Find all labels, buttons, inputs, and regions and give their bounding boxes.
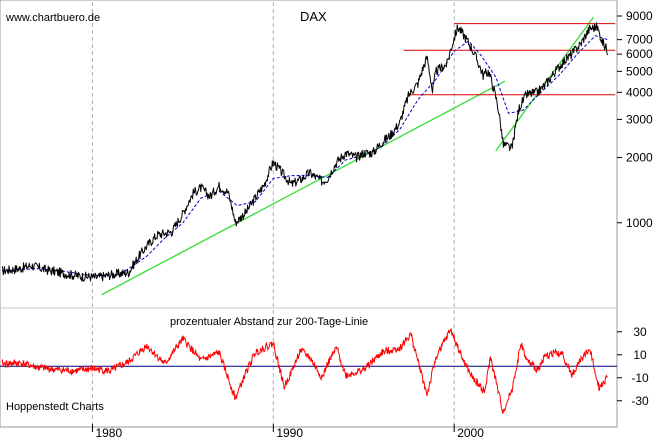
y-tick-label-9000: 9000 bbox=[626, 9, 653, 23]
oscillator-line bbox=[1, 328, 608, 414]
source-label: www.chartbuero.de bbox=[5, 12, 100, 24]
footer-label: Hoppenstedt Charts bbox=[6, 401, 104, 413]
x-tick-label-1990: 1990 bbox=[276, 426, 303, 439]
trend-line-longterm bbox=[101, 80, 506, 296]
x-tick-label-2000: 2000 bbox=[457, 426, 484, 439]
chart-title: DAX bbox=[300, 9, 327, 24]
y-tick-label-6000: 6000 bbox=[626, 47, 653, 61]
gridlines bbox=[0, 2, 617, 424]
y-tick-label-3000: 3000 bbox=[626, 112, 653, 126]
oscillator-panel bbox=[0, 328, 617, 414]
y-tick-label-1000: 1000 bbox=[626, 216, 653, 230]
osc-tick-label-10: 10 bbox=[633, 348, 647, 362]
y-tick-label-5000: 5000 bbox=[626, 64, 653, 78]
x-tick-label-1980: 1980 bbox=[95, 426, 122, 439]
price-panel bbox=[1, 16, 616, 296]
osc-tick-label-30: 30 bbox=[633, 325, 647, 339]
dax-price-line bbox=[1, 22, 609, 282]
y-tick-label-4000: 4000 bbox=[626, 85, 653, 99]
oscillator-title: prozentualer Abstand zur 200-Tage-Linie bbox=[170, 316, 368, 328]
osc-tick-label--30: -30 bbox=[631, 394, 649, 408]
osc-tick-label--10: -10 bbox=[631, 371, 649, 385]
y-tick-label-2000: 2000 bbox=[626, 151, 653, 165]
y-tick-label-7000: 7000 bbox=[626, 33, 653, 47]
